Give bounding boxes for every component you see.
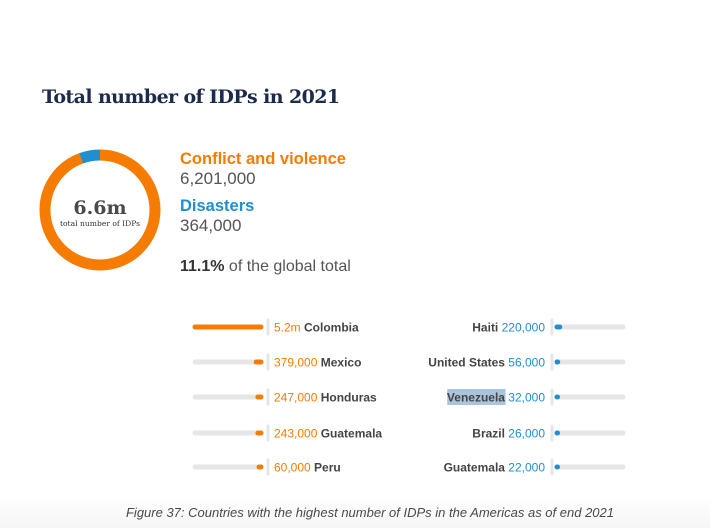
- bar-country: Guatemala: [321, 427, 383, 441]
- global-share-text: of the global total: [224, 258, 351, 275]
- bar-label: United States 56,000: [428, 356, 545, 370]
- bar-country: Peru: [314, 461, 341, 475]
- global-share-value: 11.1%: [180, 258, 225, 275]
- bar-country: Honduras: [321, 391, 377, 405]
- bar-label: 5.2m Colombia: [274, 321, 359, 335]
- global-share: 11.1% of the global total: [180, 258, 351, 276]
- bar-value: 22,000: [508, 461, 545, 475]
- donut-center-value: 6.6m: [73, 197, 126, 219]
- bar-value: 243,000: [274, 427, 321, 441]
- bar-value: 56,000: [508, 356, 545, 370]
- bar-country: Haiti: [472, 321, 501, 335]
- bar-charts: 5.2m Colombia 379,000 Mexico 247,000 Hondu…: [192, 318, 626, 476]
- bar-label: Haiti 220,000: [472, 321, 545, 335]
- legend-conflict-label: Conflict and violence: [180, 150, 346, 168]
- bar-value: 32,000: [508, 391, 545, 405]
- donut-slice-conflict: [39, 149, 161, 271]
- bar-label: Guatemala 22,000: [444, 461, 546, 475]
- legend-disasters-value: 364,000: [180, 216, 242, 235]
- legend-conflict-value: 6,201,000: [180, 169, 256, 188]
- footer-band: [0, 496, 710, 528]
- text-selection-highlight: [447, 389, 506, 405]
- bar-label: 379,000 Mexico: [274, 356, 361, 370]
- bar-label: 60,000 Peru: [274, 461, 341, 475]
- bar-country: Brazil: [472, 427, 508, 441]
- donut-slice-disasters: [39, 149, 161, 271]
- bar-label: Brazil 26,000: [472, 427, 545, 441]
- bar-country: United States: [428, 356, 508, 370]
- legend-disasters: Disasters 364,000: [180, 197, 254, 236]
- donut-chart: 6.6m total number of IDPs: [39, 149, 161, 271]
- bar-country: Guatemala: [444, 461, 509, 475]
- bar-value: 5.2m: [274, 321, 304, 335]
- chart-title: Total number of IDPs in 2021: [42, 86, 340, 108]
- bar-value: 26,000: [508, 427, 545, 441]
- figure-caption: Figure 37: Countries with the highest nu…: [125, 505, 614, 520]
- bar-value: 247,000: [274, 391, 321, 405]
- legend-disasters-label: Disasters: [180, 197, 255, 215]
- bar-value: 220,000: [502, 321, 546, 335]
- bar-value: 379,000: [274, 356, 321, 370]
- bar-country: Venezuela: [447, 391, 508, 405]
- bar-label: Venezuela 32,000: [447, 391, 545, 405]
- bar-country: Colombia: [304, 321, 359, 335]
- bar-country: Mexico: [321, 356, 362, 370]
- bar-value: 60,000: [274, 461, 314, 475]
- bar-label: 247,000 Honduras: [274, 391, 377, 405]
- bar-label: 243,000 Guatemala: [274, 427, 382, 441]
- donut-center-label: total number of IDPs: [60, 219, 140, 228]
- legend-conflict: Conflict and violence 6,201,000: [180, 150, 346, 189]
